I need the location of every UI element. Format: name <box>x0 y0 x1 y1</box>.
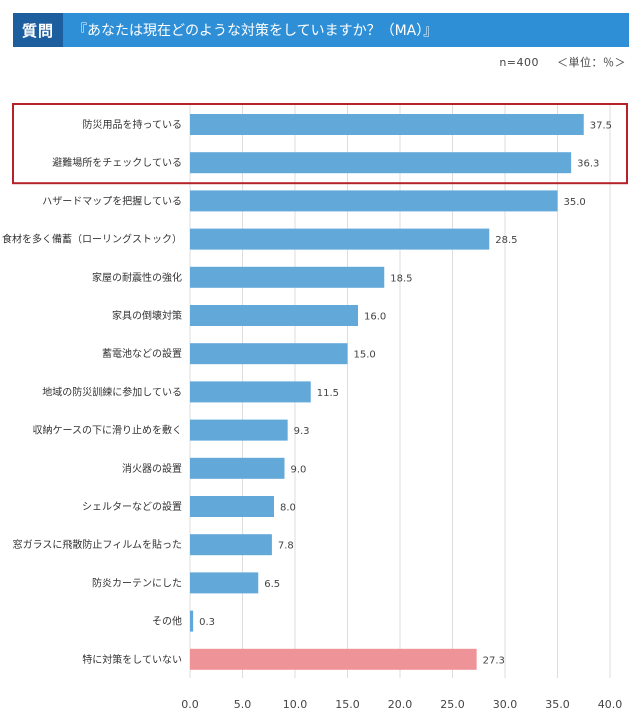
category-label-2: ハザードマップを把握している <box>42 194 182 207</box>
category-label-8: 収納ケースの下に滑り止めを敷く <box>33 424 183 437</box>
category-label-3: 食材を多く備蓄（ローリングストック） <box>2 233 182 246</box>
value-label-4: 18.5 <box>390 273 412 284</box>
category-label-4: 家屋の耐震性の強化 <box>92 271 182 284</box>
bar-6 <box>190 343 348 365</box>
bar-12 <box>190 572 259 594</box>
bar-0 <box>190 114 584 135</box>
bar-1 <box>190 152 572 174</box>
question-badge: 質問 <box>13 13 63 47</box>
category-label-6: 蓄電池などの設置 <box>102 347 182 360</box>
chart-meta: n=400 ＜単位：％＞ <box>499 54 626 70</box>
value-label-2: 35.0 <box>564 197 586 208</box>
category-label-9: 消火器の設置 <box>122 462 182 475</box>
value-label-7: 11.5 <box>317 388 339 399</box>
x-tick-label-3: 15.0 <box>335 698 360 711</box>
bar-13 <box>190 610 194 632</box>
x-tick-label-8: 40.0 <box>598 698 623 711</box>
bar-9 <box>190 457 285 479</box>
value-label-14: 27.3 <box>483 655 505 666</box>
unit-label: ＜単位：％＞ <box>557 56 626 69</box>
bar-3 <box>190 228 490 250</box>
value-label-8: 9.3 <box>294 426 310 437</box>
bar-10 <box>190 496 274 517</box>
bar-7 <box>190 381 311 403</box>
question-header: 質問 『あなたは現在どのような対策をしていますか？（MA）』 <box>13 13 629 47</box>
highlight-box <box>12 103 628 185</box>
value-label-3: 28.5 <box>495 235 517 246</box>
value-label-1: 36.3 <box>577 159 599 170</box>
value-label-12: 6.5 <box>264 579 280 590</box>
bar-14 <box>190 648 477 670</box>
value-label-0: 37.5 <box>590 121 612 132</box>
x-tick-label-1: 5.0 <box>234 698 252 711</box>
category-label-13: その他 <box>152 615 182 628</box>
value-label-6: 15.0 <box>354 350 376 361</box>
category-label-0: 防災用品を持っている <box>83 118 183 131</box>
bar-2 <box>190 190 558 212</box>
value-label-9: 9.0 <box>291 464 307 475</box>
bar-8 <box>190 419 288 441</box>
value-label-10: 8.0 <box>280 503 296 514</box>
sample-size: n=400 <box>499 56 539 69</box>
bar-5 <box>190 305 358 326</box>
question-title: 『あなたは現在どのような対策をしていますか？（MA）』 <box>73 23 438 39</box>
value-label-13: 0.3 <box>199 617 215 628</box>
x-tick-label-2: 10.0 <box>283 698 308 711</box>
bar-11 <box>190 534 272 556</box>
category-label-11: 窓ガラスに飛散防止フィルムを貼った <box>13 538 182 551</box>
x-tick-label-5: 25.0 <box>440 698 465 711</box>
value-label-5: 16.0 <box>364 312 386 323</box>
category-label-5: 家具の倒壊対策 <box>112 309 182 322</box>
bar-4 <box>190 266 385 288</box>
category-label-12: 防炎カーテンにした <box>92 576 182 589</box>
category-label-14: 特に対策をしていない <box>82 653 182 666</box>
x-tick-label-0: 0.0 <box>181 698 199 711</box>
value-label-11: 7.8 <box>278 541 294 552</box>
x-tick-label-6: 30.0 <box>493 698 518 711</box>
x-tick-label-7: 35.0 <box>545 698 570 711</box>
category-label-10: シェルターなどの設置 <box>82 500 182 513</box>
x-tick-label-4: 20.0 <box>388 698 413 711</box>
category-label-1: 避難場所をチェックしている <box>52 156 182 169</box>
category-label-7: 地域の防災訓練に参加している <box>42 385 182 398</box>
